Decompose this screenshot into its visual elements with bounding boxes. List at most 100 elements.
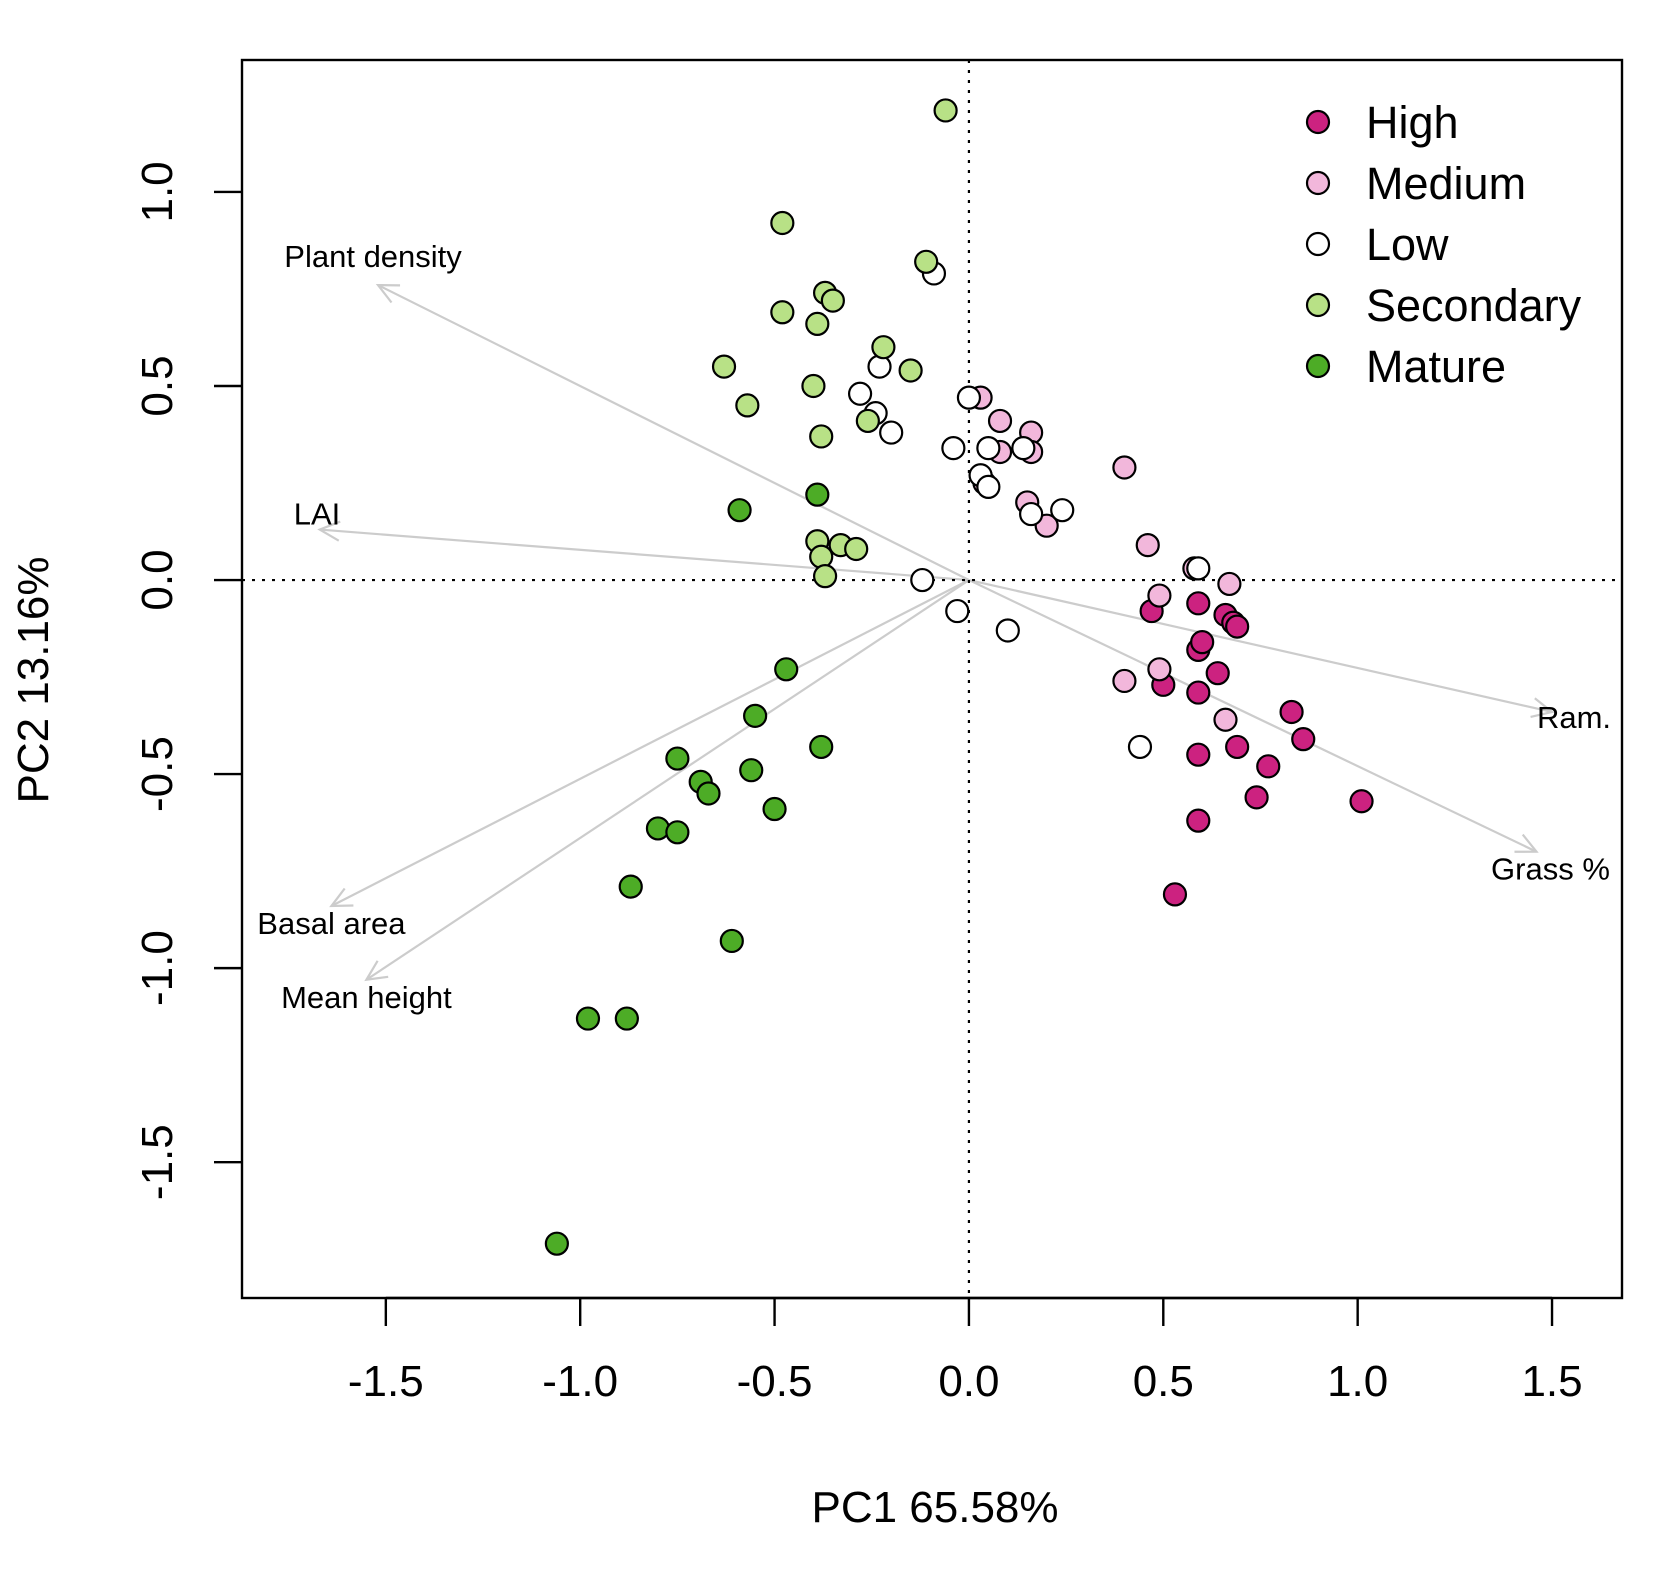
y-axis-label: PC2 13.16% xyxy=(9,556,58,803)
legend-marker-high xyxy=(1305,109,1331,135)
legend-label-high: High xyxy=(1366,97,1459,148)
point-mature xyxy=(805,482,830,507)
point-secondary xyxy=(805,311,830,336)
point-high xyxy=(1256,754,1281,779)
point-mature xyxy=(665,746,690,771)
point-high xyxy=(1349,789,1374,814)
loading-vectors: Plant density LAI Basal area Mean height Ram… xyxy=(257,239,1611,1015)
point-low xyxy=(1127,734,1153,760)
point-mature xyxy=(774,657,799,682)
loading-label: Mean height xyxy=(281,980,452,1015)
x-tick-label: 0.0 xyxy=(938,1357,999,1406)
score-points xyxy=(544,98,1374,1256)
legend-marker-low xyxy=(1305,231,1331,257)
point-medium xyxy=(1135,533,1160,558)
loading-label: Grass % xyxy=(1491,852,1610,887)
point-secondary xyxy=(711,354,737,379)
point-low xyxy=(1011,435,1036,461)
x-tick-label: 0.5 xyxy=(1133,1357,1194,1406)
point-low xyxy=(879,420,904,445)
x-tick-label: 1.0 xyxy=(1327,1357,1388,1406)
loading-arrow-head xyxy=(329,887,354,908)
loading-arrow-head xyxy=(375,283,401,304)
point-high xyxy=(1205,661,1230,686)
point-low xyxy=(941,435,966,461)
point-medium xyxy=(1217,571,1242,597)
point-secondary xyxy=(914,249,939,274)
point-secondary xyxy=(801,373,826,399)
point-mature xyxy=(575,1006,601,1031)
loading-arrow-line xyxy=(968,579,1537,853)
y-tick-label: 0.5 xyxy=(133,355,182,416)
point-mature xyxy=(762,796,787,822)
point-low xyxy=(910,567,935,593)
point-high xyxy=(1186,742,1211,767)
point-low xyxy=(976,474,1001,499)
point-low xyxy=(847,381,873,406)
point-secondary xyxy=(809,424,834,449)
point-low xyxy=(956,385,982,410)
point-secondary xyxy=(770,210,795,236)
point-high xyxy=(1186,680,1211,705)
point-high xyxy=(1190,630,1215,655)
point-high xyxy=(1162,882,1188,907)
loading-arrow-line xyxy=(319,528,970,582)
loading-label: Ram. xyxy=(1537,700,1611,735)
loading-label: LAI xyxy=(294,497,341,532)
loading-arrow-head xyxy=(317,520,341,542)
point-high xyxy=(1291,727,1316,752)
point-medium xyxy=(1147,657,1172,682)
legend-marker-mature xyxy=(1305,353,1331,379)
loading-arrow-line xyxy=(968,578,1553,714)
point-low xyxy=(867,354,892,379)
y-tick-label: 1.0 xyxy=(133,161,182,222)
point-low xyxy=(1050,498,1075,523)
point-secondary xyxy=(770,300,795,325)
point-secondary xyxy=(855,408,880,434)
point-medium xyxy=(1147,583,1172,608)
legend-label-medium: Medium xyxy=(1366,158,1526,209)
loading-arrow-line xyxy=(330,579,970,908)
x-tick-label: 1.5 xyxy=(1521,1357,1582,1406)
point-high xyxy=(1244,785,1269,810)
point-mature xyxy=(743,703,768,728)
point-high xyxy=(1225,734,1250,760)
point-secondary xyxy=(871,335,896,360)
legend-label-mature: Mature xyxy=(1366,341,1506,392)
legend-marker-secondary xyxy=(1305,292,1331,318)
point-secondary xyxy=(735,393,760,418)
point-mature xyxy=(544,1231,569,1256)
point-medium xyxy=(1213,707,1238,732)
x-tick-label: -1.0 xyxy=(542,1357,618,1406)
point-mature xyxy=(645,816,671,841)
loading-arrow-line xyxy=(377,284,970,582)
point-mature xyxy=(809,734,834,760)
point-mature xyxy=(618,874,643,899)
point-low xyxy=(1186,556,1211,581)
point-low xyxy=(995,618,1020,643)
point-medium xyxy=(1112,668,1137,694)
point-medium xyxy=(987,408,1013,434)
point-low xyxy=(945,598,970,624)
point-secondary xyxy=(898,358,923,383)
point-mature xyxy=(739,758,764,783)
legend-label-low: Low xyxy=(1366,219,1449,270)
point-mature xyxy=(719,928,744,954)
x-tick-label: -1.5 xyxy=(348,1357,424,1406)
y-tick-label: -1.5 xyxy=(133,1124,182,1200)
y-tick-label: -1.0 xyxy=(133,930,182,1006)
loading-label: Plant density xyxy=(284,239,462,274)
x-tick-label: -0.5 xyxy=(737,1357,813,1406)
point-high xyxy=(1225,614,1250,639)
point-low xyxy=(1019,501,1044,527)
point-secondary xyxy=(844,536,869,562)
point-secondary xyxy=(820,288,845,313)
y-tick-label: -0.5 xyxy=(133,736,182,812)
point-high xyxy=(1186,808,1211,833)
y-tick-label: 0.0 xyxy=(133,549,182,610)
x-axis-label: PC1 65.58% xyxy=(811,1483,1058,1532)
loading-arrow-line xyxy=(365,579,970,981)
point-mature xyxy=(614,1006,639,1031)
point-high xyxy=(1279,699,1304,725)
